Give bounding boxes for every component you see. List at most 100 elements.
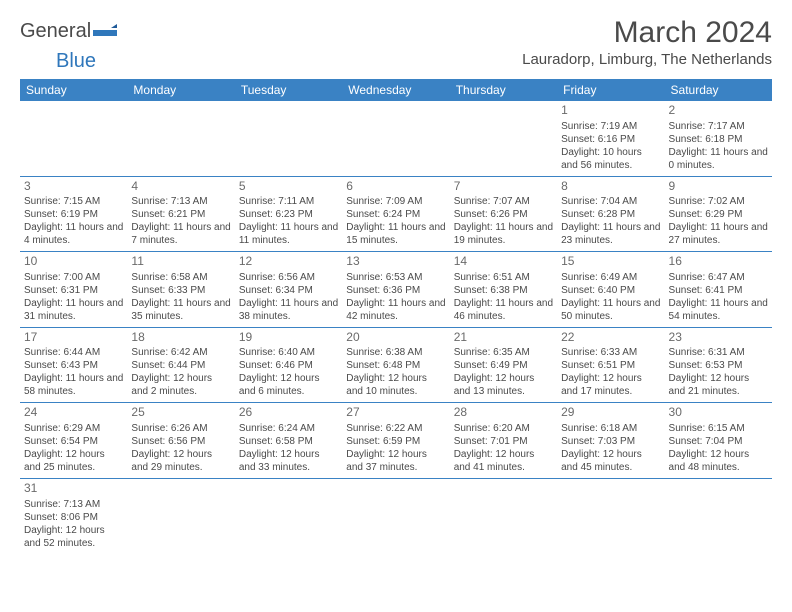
empty-cell [557,479,664,554]
daylight-line: Daylight: 11 hours and 50 minutes. [561,297,660,323]
calendar-grid: Sunday Monday Tuesday Wednesday Thursday… [20,79,772,554]
sunset-line: Sunset: 7:01 PM [454,435,553,448]
day-number: 16 [669,254,768,270]
daylight-line: Daylight: 11 hours and 54 minutes. [669,297,768,323]
week-row: 1Sunrise: 7:19 AMSunset: 6:16 PMDaylight… [20,101,772,177]
day-cell: 23Sunrise: 6:31 AMSunset: 6:53 PMDayligh… [665,328,772,403]
day-cell: 3Sunrise: 7:15 AMSunset: 6:19 PMDaylight… [20,177,127,252]
daylight-line: Daylight: 11 hours and 19 minutes. [454,221,553,247]
sunrise-line: Sunrise: 6:22 AM [346,422,445,435]
sunrise-line: Sunrise: 6:18 AM [561,422,660,435]
day-number: 15 [561,254,660,270]
sunset-line: Sunset: 8:06 PM [24,511,123,524]
daylight-line: Daylight: 11 hours and 0 minutes. [669,146,768,172]
sunrise-line: Sunrise: 6:49 AM [561,271,660,284]
day-number: 23 [669,330,768,346]
sunset-line: Sunset: 6:59 PM [346,435,445,448]
week-row: 10Sunrise: 7:00 AMSunset: 6:31 PMDayligh… [20,252,772,328]
daylight-line: Daylight: 11 hours and 23 minutes. [561,221,660,247]
daylight-line: Daylight: 12 hours and 33 minutes. [239,448,338,474]
sunset-line: Sunset: 6:26 PM [454,208,553,221]
sunrise-line: Sunrise: 7:04 AM [561,195,660,208]
sunset-line: Sunset: 6:51 PM [561,359,660,372]
daylight-line: Daylight: 12 hours and 48 minutes. [669,448,768,474]
dow-mon: Monday [127,79,234,101]
day-number: 17 [24,330,123,346]
week-row: 24Sunrise: 6:29 AMSunset: 6:54 PMDayligh… [20,403,772,479]
daylight-line: Daylight: 11 hours and 58 minutes. [24,372,123,398]
week-row: 17Sunrise: 6:44 AMSunset: 6:43 PMDayligh… [20,328,772,404]
day-cell: 19Sunrise: 6:40 AMSunset: 6:46 PMDayligh… [235,328,342,403]
daylight-line: Daylight: 12 hours and 10 minutes. [346,372,445,398]
dow-header-row: Sunday Monday Tuesday Wednesday Thursday… [20,79,772,101]
empty-cell [450,101,557,176]
sunrise-line: Sunrise: 7:07 AM [454,195,553,208]
sunrise-line: Sunrise: 6:24 AM [239,422,338,435]
day-number: 3 [24,179,123,195]
day-cell: 27Sunrise: 6:22 AMSunset: 6:59 PMDayligh… [342,403,449,478]
sunrise-line: Sunrise: 6:40 AM [239,346,338,359]
day-number: 7 [454,179,553,195]
sunset-line: Sunset: 6:16 PM [561,133,660,146]
day-cell: 17Sunrise: 6:44 AMSunset: 6:43 PMDayligh… [20,328,127,403]
sunset-line: Sunset: 6:41 PM [669,284,768,297]
sunset-line: Sunset: 6:18 PM [669,133,768,146]
day-cell: 25Sunrise: 6:26 AMSunset: 6:56 PMDayligh… [127,403,234,478]
day-number: 25 [131,405,230,421]
sunrise-line: Sunrise: 7:13 AM [131,195,230,208]
day-cell: 21Sunrise: 6:35 AMSunset: 6:49 PMDayligh… [450,328,557,403]
day-cell: 8Sunrise: 7:04 AMSunset: 6:28 PMDaylight… [557,177,664,252]
location-label: Lauradorp, Limburg, The Netherlands [522,51,772,68]
sunrise-line: Sunrise: 7:02 AM [669,195,768,208]
day-number: 19 [239,330,338,346]
sunset-line: Sunset: 6:33 PM [131,284,230,297]
day-cell: 13Sunrise: 6:53 AMSunset: 6:36 PMDayligh… [342,252,449,327]
daylight-line: Daylight: 11 hours and 11 minutes. [239,221,338,247]
sunrise-line: Sunrise: 6:56 AM [239,271,338,284]
daylight-line: Daylight: 12 hours and 41 minutes. [454,448,553,474]
day-cell: 31Sunrise: 7:13 AMSunset: 8:06 PMDayligh… [20,479,127,554]
sunrise-line: Sunrise: 7:11 AM [239,195,338,208]
calendar-page: General March 2024 Lauradorp, Limburg, T… [0,0,792,570]
sunset-line: Sunset: 6:44 PM [131,359,230,372]
daylight-line: Daylight: 11 hours and 15 minutes. [346,221,445,247]
day-number: 2 [669,103,768,119]
sunrise-line: Sunrise: 7:13 AM [24,498,123,511]
day-cell: 29Sunrise: 6:18 AMSunset: 7:03 PMDayligh… [557,403,664,478]
sunset-line: Sunset: 6:48 PM [346,359,445,372]
sunrise-line: Sunrise: 6:29 AM [24,422,123,435]
day-number: 11 [131,254,230,270]
empty-cell [20,101,127,176]
logo-word1: General [20,20,91,43]
sunrise-line: Sunrise: 7:15 AM [24,195,123,208]
sunrise-line: Sunrise: 6:31 AM [669,346,768,359]
sunrise-line: Sunrise: 6:35 AM [454,346,553,359]
daylight-line: Daylight: 11 hours and 38 minutes. [239,297,338,323]
day-number: 21 [454,330,553,346]
dow-tue: Tuesday [235,79,342,101]
daylight-line: Daylight: 12 hours and 25 minutes. [24,448,123,474]
day-cell: 14Sunrise: 6:51 AMSunset: 6:38 PMDayligh… [450,252,557,327]
dow-thu: Thursday [450,79,557,101]
empty-cell [127,479,234,554]
sunrise-line: Sunrise: 6:44 AM [24,346,123,359]
logo-word2: Blue [20,50,96,72]
day-number: 27 [346,405,445,421]
empty-cell [235,479,342,554]
sunrise-line: Sunrise: 6:42 AM [131,346,230,359]
day-cell: 16Sunrise: 6:47 AMSunset: 6:41 PMDayligh… [665,252,772,327]
day-cell: 26Sunrise: 6:24 AMSunset: 6:58 PMDayligh… [235,403,342,478]
flag-icon [93,24,117,40]
empty-cell [342,101,449,176]
day-cell: 22Sunrise: 6:33 AMSunset: 6:51 PMDayligh… [557,328,664,403]
day-number: 26 [239,405,338,421]
daylight-line: Daylight: 12 hours and 52 minutes. [24,524,123,550]
day-number: 8 [561,179,660,195]
empty-cell [450,479,557,554]
day-number: 30 [669,405,768,421]
sunrise-line: Sunrise: 6:15 AM [669,422,768,435]
sunset-line: Sunset: 6:43 PM [24,359,123,372]
sunrise-line: Sunrise: 7:00 AM [24,271,123,284]
day-number: 9 [669,179,768,195]
sunrise-line: Sunrise: 6:51 AM [454,271,553,284]
